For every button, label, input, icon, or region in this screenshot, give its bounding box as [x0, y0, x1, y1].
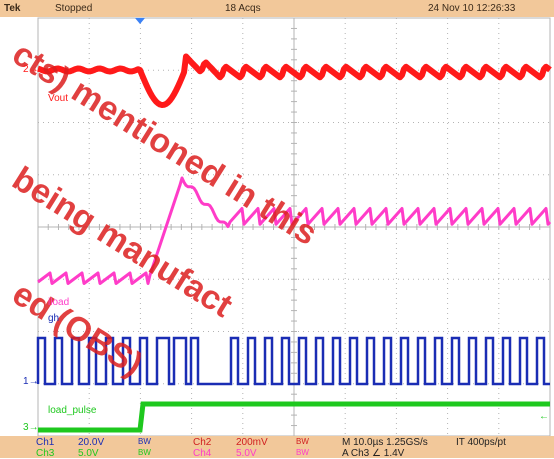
vout-trace	[37, 53, 552, 108]
readout-bar: Ch1 20.0V BW Ch2 200mV BW M 10.0µs 1.25G…	[0, 436, 554, 459]
ch3-bw: BW	[138, 448, 151, 457]
ch2-ground-marker[interactable]: 2→	[23, 64, 39, 75]
timebase-readout: M 10.0µs 1.25GS/s	[342, 437, 428, 448]
ch4-name: Ch4	[193, 448, 212, 459]
acquisition-count: 18 Acqs	[225, 3, 261, 14]
load-pulse-trace	[38, 401, 550, 433]
date-time: 24 Nov 10 12:26:33	[428, 3, 516, 14]
ch2-name: Ch2	[193, 437, 212, 448]
ch1-bw: BW	[138, 437, 151, 446]
iload-trace	[37, 176, 552, 285]
trigger-level-marker[interactable]: ←	[539, 411, 549, 422]
ch3-name: Ch3	[36, 448, 55, 459]
ch2-bw: BW	[296, 437, 309, 446]
watermark-line-3: ed (OBS)	[6, 275, 149, 384]
trigger-readout: A Ch3 ∠ 1.4V	[342, 448, 405, 459]
status-bar: Tek Stopped 18 Acqs 24 Nov 10 12:26:33	[0, 0, 554, 17]
iload-label: iload	[48, 297, 70, 308]
interpolation-readout: IT 400ps/pt	[456, 437, 506, 448]
ch3-scale: 5.0V	[78, 448, 99, 459]
gh-label: gh	[48, 313, 60, 324]
acquisition-state: Stopped	[55, 3, 93, 14]
ch1-ground-marker[interactable]: 1→	[23, 376, 39, 387]
ch4-scale: 5.0V	[236, 448, 257, 459]
ch2-scale: 200mV	[236, 437, 268, 448]
vout-label: Vout	[48, 93, 69, 104]
ch3-marker-text: 3	[23, 422, 29, 433]
gh-trace	[36, 336, 550, 386]
ch2-marker-text: 2	[23, 64, 29, 75]
ch4-bw: BW	[296, 448, 309, 457]
load-pulse-label: load_pulse	[48, 405, 97, 416]
ch1-scale: 20.0V	[78, 437, 105, 448]
watermark: cts) mentioned in this being manufact ed…	[6, 35, 324, 384]
trigger-position-marker	[135, 18, 145, 24]
ch1-name: Ch1	[36, 437, 55, 448]
ch3-ground-marker[interactable]: 3→	[23, 422, 39, 433]
ch1-marker-text: 1	[23, 376, 29, 387]
brand-label: Tek	[4, 3, 21, 14]
